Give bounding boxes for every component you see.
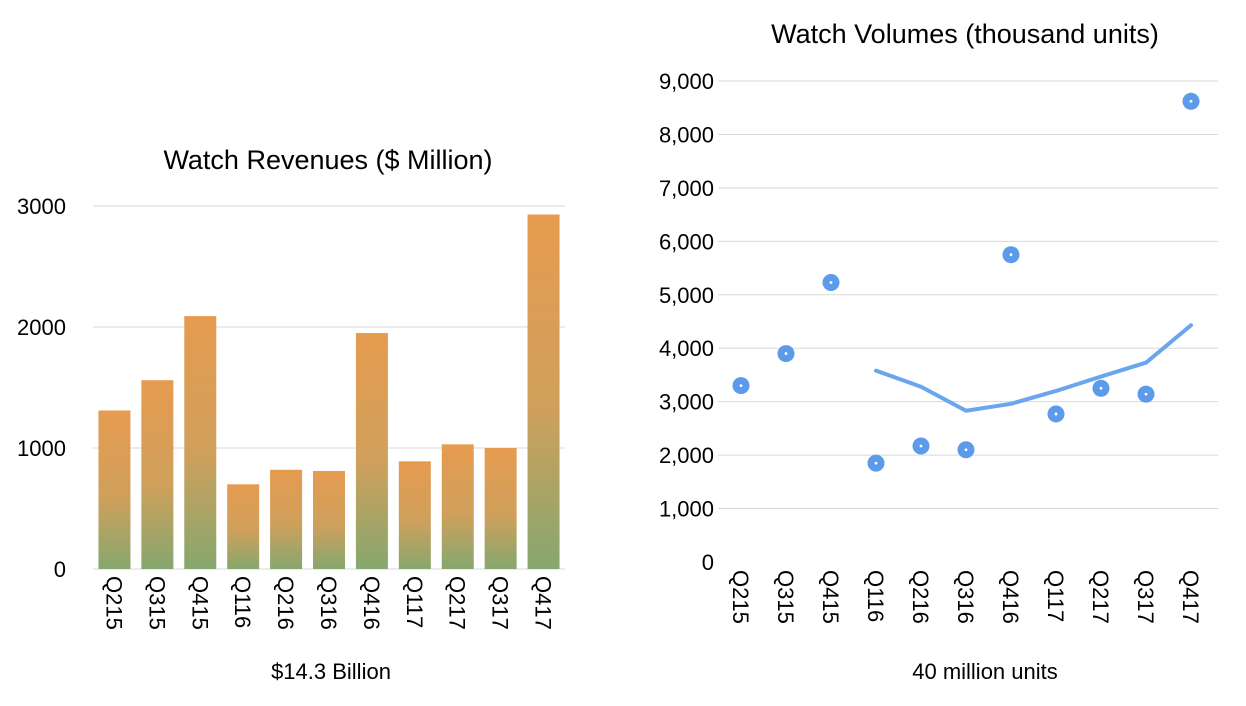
revenue-y-tick-label: 2000 <box>17 315 66 340</box>
volume-point <box>1047 405 1065 423</box>
revenue-bar <box>313 470 345 569</box>
revenue-x-tick-label: Q315 <box>144 576 169 630</box>
volume-point <box>732 377 750 395</box>
volume-x-tick-label: Q216 <box>908 570 933 624</box>
volume-y-tick-label: 1,000 <box>659 497 714 522</box>
volume-y-tick-label: 3,000 <box>659 390 714 415</box>
revenue-bar <box>98 410 131 569</box>
revenue-bar <box>484 448 517 569</box>
volume-point <box>867 454 885 472</box>
revenue-x-tick-label: Q215 <box>101 576 126 630</box>
volume-x-tick-label: Q215 <box>728 570 753 624</box>
revenue-chart: Watch Revenues ($ Million) 0 1000 2000 3000… <box>17 145 565 684</box>
revenue-x-tick-label: Q116 <box>230 576 255 628</box>
revenue-bar <box>270 469 303 569</box>
revenue-y-ticks: 0 1000 2000 3000 <box>17 194 66 582</box>
volume-chart: Watch Volumes (thousand units) 0 1,000 2,0… <box>659 19 1218 684</box>
volume-x-tick-label: Q116 <box>863 570 888 622</box>
volume-y-ticks: 0 1,000 2,000 3,000 4,000 5,000 6,000 7,000 8,00… <box>659 69 714 575</box>
revenue-x-tick-label: Q117 <box>402 576 427 628</box>
revenue-bar <box>227 484 260 569</box>
volume-x-tick-label: Q117 <box>1043 570 1068 622</box>
revenue-bar <box>527 214 560 569</box>
volume-y-tick-label: 0 <box>702 550 714 575</box>
volume-x-tick-label: Q315 <box>773 570 798 624</box>
revenue-y-tick-label: 3000 <box>17 194 66 219</box>
volume-x-tick-label: Q417 <box>1178 570 1203 624</box>
volume-x-tick-label: Q316 <box>953 570 978 624</box>
volume-trend-line <box>874 323 1193 413</box>
volume-y-tick-label: 4,000 <box>659 336 714 361</box>
revenue-x-axis-label: $14.3 Billion <box>271 659 391 684</box>
revenue-bar <box>355 333 388 569</box>
volume-point <box>1137 385 1155 403</box>
revenue-x-ticks: Q215 Q315 Q415 Q116 Q216 Q316 Q416 Q117 Q217 Q317… <box>101 576 555 630</box>
volume-x-tick-label: Q217 <box>1088 570 1113 624</box>
revenue-y-tick-label: 1000 <box>17 436 66 461</box>
revenue-bar <box>184 316 217 569</box>
revenue-bar <box>398 461 431 569</box>
volume-y-tick-label: 2,000 <box>659 443 714 468</box>
revenue-x-tick-label: Q317 <box>488 576 513 630</box>
volume-points <box>732 92 1200 472</box>
volume-y-tick-label: 7,000 <box>659 176 714 201</box>
revenue-x-tick-label: Q416 <box>359 576 384 630</box>
volume-point <box>777 345 795 363</box>
volume-point <box>1182 92 1200 110</box>
volume-point <box>1002 246 1020 264</box>
revenue-bars <box>98 214 560 569</box>
volume-y-tick-label: 8,000 <box>659 122 714 147</box>
revenue-y-tick-label: 0 <box>54 557 66 582</box>
revenue-x-tick-label: Q415 <box>187 576 212 630</box>
volume-x-tick-label: Q317 <box>1133 570 1158 624</box>
revenue-x-tick-label: Q316 <box>316 576 341 630</box>
volume-y-tick-label: 6,000 <box>659 229 714 254</box>
revenue-bar <box>441 444 474 569</box>
revenue-chart-title: Watch Revenues ($ Million) <box>163 145 492 175</box>
volume-x-axis-label: 40 million units <box>912 659 1058 684</box>
revenue-bar <box>141 380 174 569</box>
volume-x-ticks: Q215 Q315 Q415 Q116 Q216 Q316 Q416 Q117 Q217 Q317… <box>728 570 1203 624</box>
revenue-x-tick-label: Q417 <box>531 576 556 630</box>
volume-x-tick-label: Q415 <box>818 570 843 624</box>
volume-point <box>822 273 840 291</box>
volume-point <box>957 441 975 459</box>
volume-line-series <box>874 323 1193 413</box>
revenue-x-tick-label: Q217 <box>445 576 470 630</box>
volume-y-tick-label: 9,000 <box>659 69 714 94</box>
volume-y-tick-label: 5,000 <box>659 283 714 308</box>
revenue-x-tick-label: Q216 <box>273 576 298 630</box>
volume-point <box>912 437 930 455</box>
volume-x-tick-label: Q416 <box>998 570 1023 624</box>
volume-chart-title: Watch Volumes (thousand units) <box>771 19 1159 49</box>
volume-point <box>1092 379 1110 397</box>
